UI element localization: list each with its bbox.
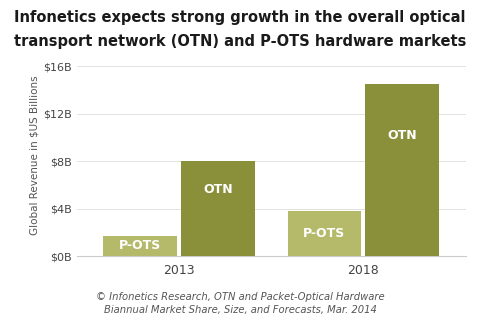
- Text: OTN: OTN: [387, 129, 417, 142]
- Text: © Infonetics Research, OTN and Packet-Optical Hardware: © Infonetics Research, OTN and Packet-Op…: [96, 292, 384, 302]
- Text: P-OTS: P-OTS: [119, 239, 161, 252]
- Text: Biannual Market Share, Size, and Forecasts, Mar. 2014: Biannual Market Share, Size, and Forecas…: [104, 305, 376, 315]
- Text: Infonetics expects strong growth in the overall optical: Infonetics expects strong growth in the …: [14, 10, 466, 25]
- Bar: [288, 211, 361, 256]
- Bar: [365, 84, 439, 256]
- Text: P-OTS: P-OTS: [303, 227, 346, 240]
- Text: OTN: OTN: [203, 183, 233, 196]
- Y-axis label: Global Revenue in $US Billions: Global Revenue in $US Billions: [29, 76, 39, 235]
- Text: transport network (OTN) and P-OTS hardware markets: transport network (OTN) and P-OTS hardwa…: [14, 34, 466, 49]
- Bar: [103, 236, 177, 256]
- Bar: [181, 161, 255, 256]
